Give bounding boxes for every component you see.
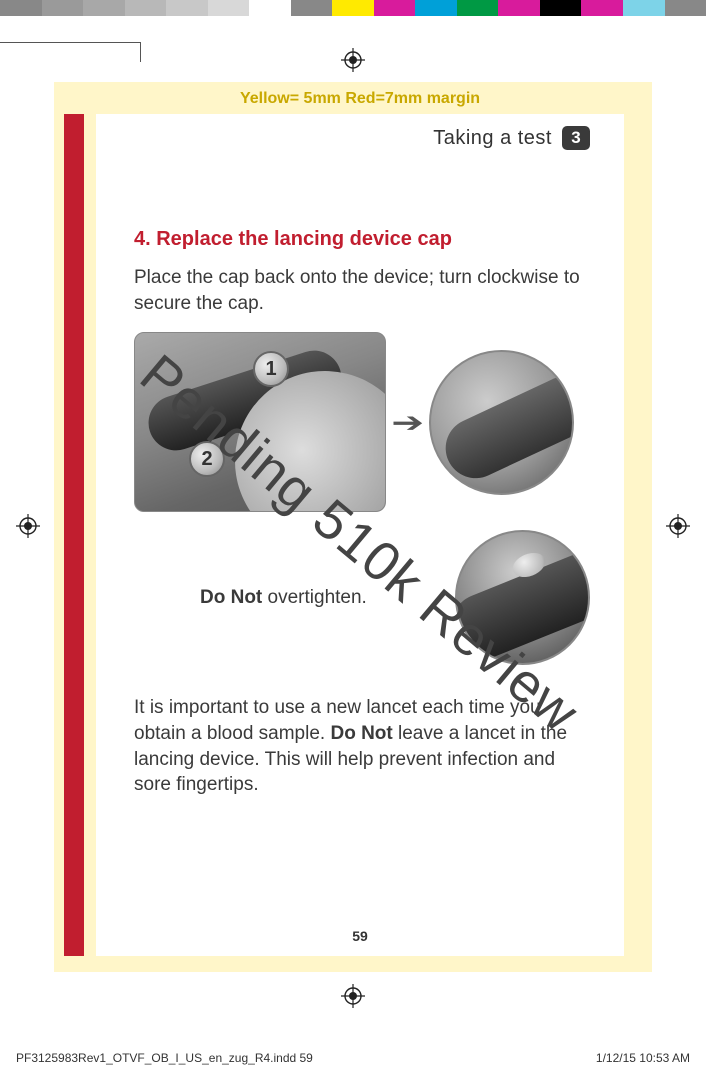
- registration-mark-icon: [341, 48, 365, 72]
- margin-note: Yellow= 5mm Red=7mm margin: [96, 90, 624, 108]
- safety-note: It is important to use a new lancet each…: [134, 695, 590, 798]
- page-header: Taking a test 3: [134, 126, 590, 150]
- print-guide-line: [0, 42, 140, 43]
- figure-detail-circle-top: [429, 350, 574, 495]
- section-tab-red: [64, 114, 84, 956]
- registration-mark-icon: [666, 514, 690, 538]
- figure-row: 1 2 ➔: [134, 332, 590, 512]
- page-number: 59: [96, 928, 624, 944]
- note-bold: Do Not: [330, 723, 392, 744]
- color-calibration-bar: [0, 0, 706, 16]
- footer-timestamp: 1/12/15 10:53 AM: [596, 1051, 690, 1065]
- figure-detail-circle-bottom: [455, 530, 590, 665]
- arrow-icon: ➔: [391, 406, 424, 439]
- page-outer-frame: Yellow= 5mm Red=7mm margin Taking a test…: [54, 82, 652, 972]
- caption-row: Do Not overtighten.: [134, 530, 590, 665]
- registration-mark-icon: [341, 984, 365, 1008]
- print-guide-line: [140, 42, 141, 62]
- footer-filename: PF3125983Rev1_OTVF_OB_I_US_en_zug_R4.ind…: [16, 1051, 313, 1065]
- page-content: Taking a test 3 4. Replace the lancing d…: [96, 114, 624, 956]
- section-title: Taking a test: [433, 127, 552, 150]
- step-instruction: Place the cap back onto the device; turn…: [134, 265, 590, 316]
- step-heading: 4. Replace the lancing device cap: [134, 228, 590, 251]
- caption-rest: overtighten.: [262, 587, 367, 608]
- registration-mark-icon: [16, 514, 40, 538]
- section-number-badge: 3: [562, 126, 590, 150]
- figure-main-illustration: 1 2: [134, 332, 386, 512]
- print-footer: PF3125983Rev1_OTVF_OB_I_US_en_zug_R4.ind…: [0, 1051, 706, 1065]
- callout-2-icon: 2: [189, 441, 225, 477]
- overtighten-caption: Do Not overtighten.: [200, 587, 367, 609]
- caption-bold: Do Not: [200, 587, 262, 608]
